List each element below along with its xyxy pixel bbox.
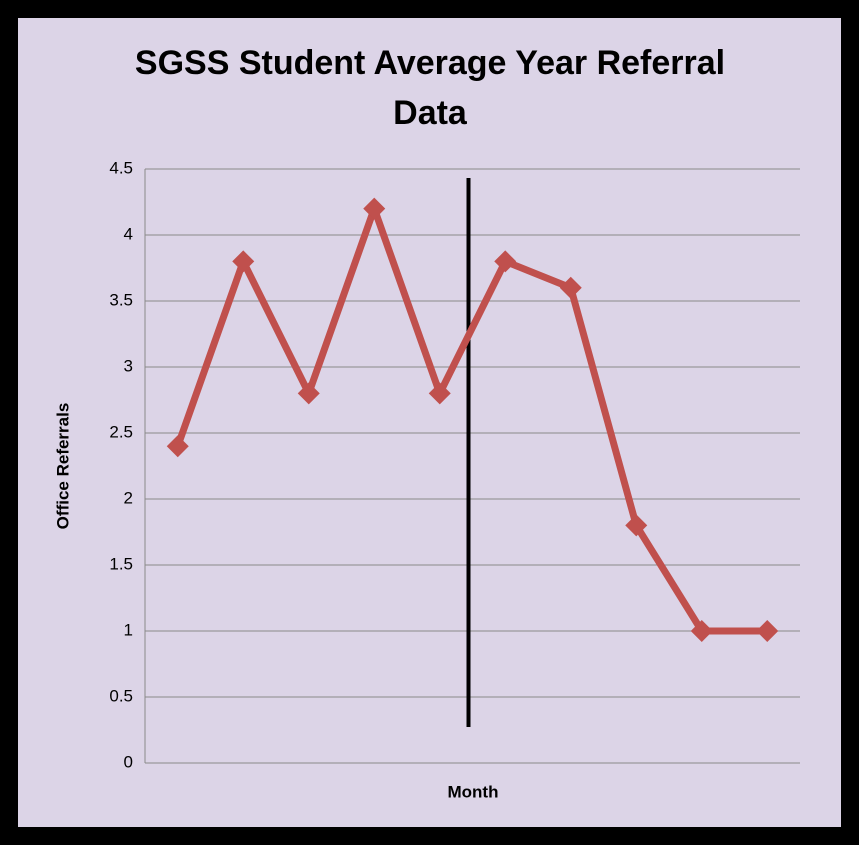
y-tick-label: 0: [124, 752, 133, 771]
data-point: [494, 250, 517, 273]
data-line: [174, 205, 768, 635]
y-tick-label: 4.5: [109, 158, 133, 177]
data-point: [428, 382, 451, 405]
y-tick-label: 3.5: [109, 290, 133, 309]
data-point: [625, 514, 648, 537]
data-point: [363, 197, 386, 220]
data-point: [166, 435, 189, 458]
data-point: [232, 250, 255, 273]
data-point: [297, 382, 320, 405]
data-point: [559, 276, 582, 299]
y-tick-label: 1: [124, 620, 133, 639]
data-point: [756, 620, 779, 642]
y-tick-label: 2: [124, 488, 133, 507]
chart-title: SGSS Student Average Year Referral Data: [134, 44, 726, 132]
y-tick-label: 4: [124, 224, 133, 243]
y-tick-label: 2.5: [109, 422, 133, 441]
y-tick-label: 3: [124, 356, 133, 375]
y-tick-label: 0.5: [109, 686, 133, 705]
x-axis-label: Month: [448, 782, 499, 801]
y-axis-label: Office Referrals: [53, 403, 72, 530]
chart-background: [18, 18, 841, 827]
data-point: [690, 620, 713, 642]
y-tick-label: 1.5: [109, 554, 133, 573]
